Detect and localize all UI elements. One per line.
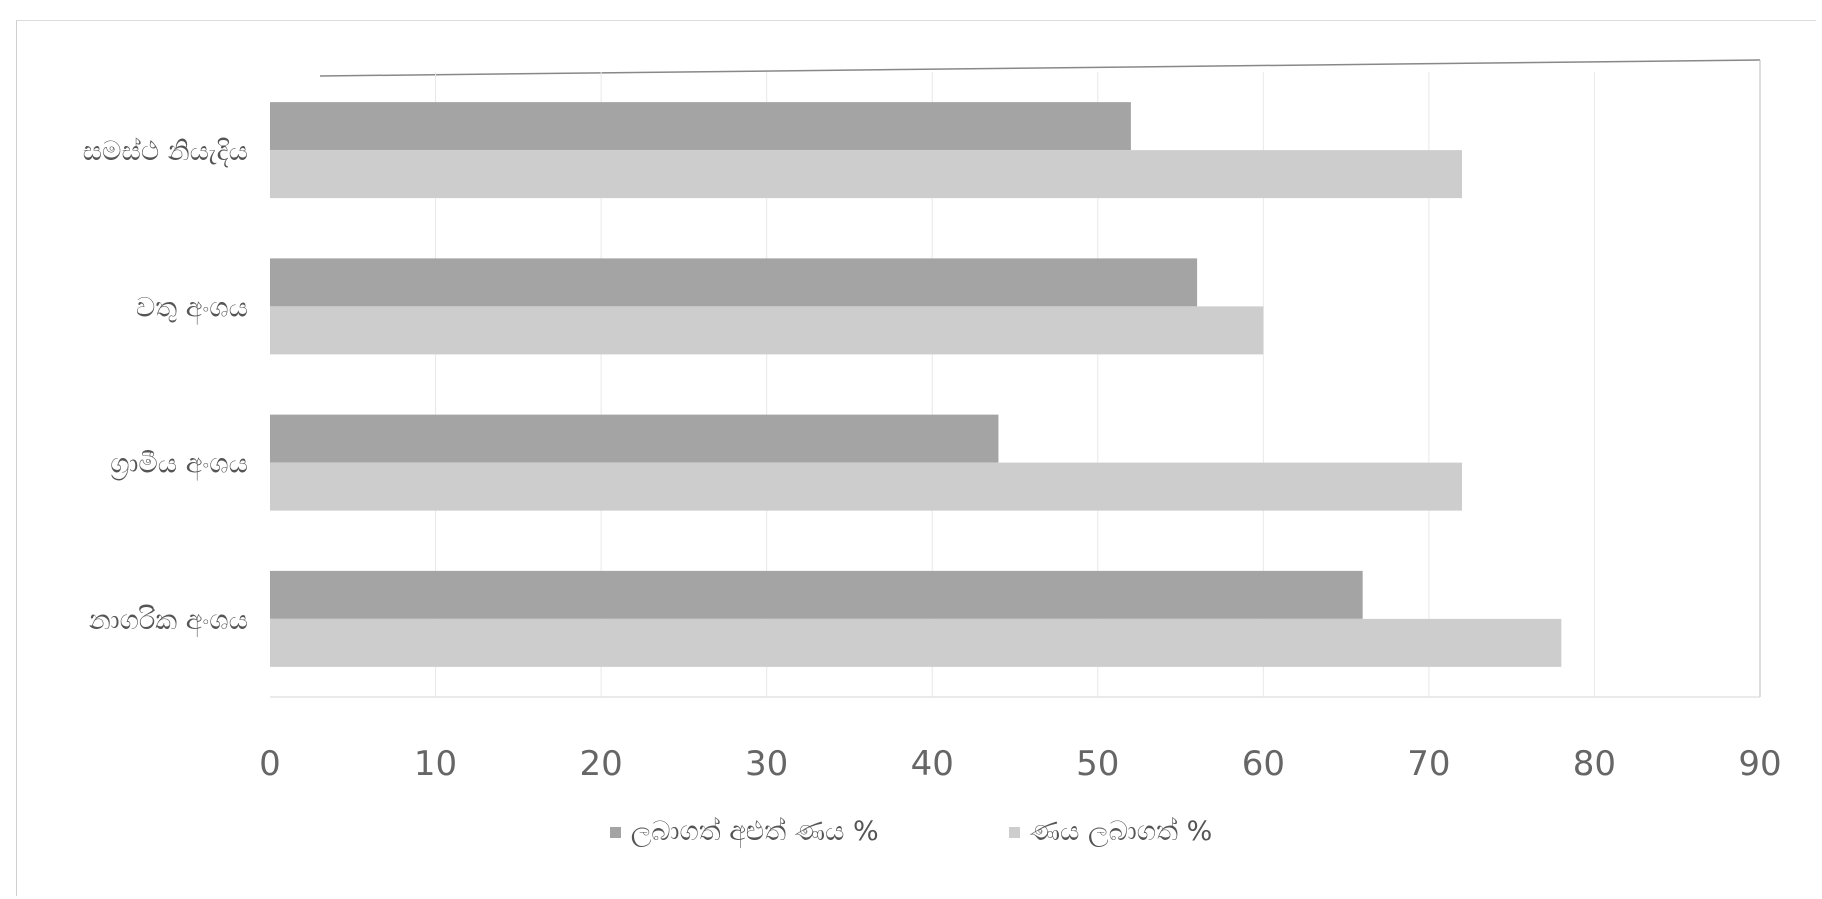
bar-1-series-1 [270, 306, 1264, 355]
plot-top-border [319, 59, 1761, 77]
x-tick-label-60: 60 [1242, 744, 1285, 784]
x-tick-label-10: 10 [414, 744, 457, 784]
legend-label-new-loans: ලබාගත් අළුත් ණය % [630, 816, 879, 847]
chart-frame [16, 20, 1816, 896]
bar-0-series-0 [270, 102, 1131, 151]
bar-2-series-1 [270, 462, 1462, 511]
bar-2-series-0 [270, 414, 999, 463]
x-tick-label-0: 0 [259, 744, 281, 784]
y-category-label-2: ග්‍රාමීය අංශය [110, 449, 248, 482]
legend: ලබාගත් අළුත් ණය % ණය ලබාගත් % [0, 816, 1822, 848]
legend-item-new-loans: ලබාගත් අළුත් ණය % [609, 816, 879, 848]
bar-0-series-1 [270, 150, 1462, 199]
legend-swatch-new-loans [609, 826, 621, 838]
y-category-label-3: නාගරික අංශය [89, 605, 248, 638]
x-tick-label-70: 70 [1407, 744, 1450, 784]
x-tick-label-50: 50 [1076, 744, 1119, 784]
x-tick-label-30: 30 [745, 744, 788, 784]
x-tick-label-80: 80 [1573, 744, 1616, 784]
x-tick-label-40: 40 [911, 744, 954, 784]
x-tick-label-20: 20 [579, 744, 622, 784]
bar-1-series-0 [270, 258, 1198, 307]
bar-3-series-1 [270, 618, 1562, 667]
y-category-label-1: වතු අංශය [136, 292, 248, 325]
y-category-label-0: සමස්ථ නියැදිය [83, 136, 248, 167]
legend-item-loans-obtained: ණය ලබාගත් % [1008, 816, 1213, 848]
legend-swatch-loans-obtained [1008, 826, 1020, 838]
bar-3-series-0 [270, 570, 1363, 619]
legend-label-loans-obtained: ණය ලබාගත් % [1029, 816, 1213, 847]
x-tick-label-90: 90 [1738, 744, 1781, 784]
